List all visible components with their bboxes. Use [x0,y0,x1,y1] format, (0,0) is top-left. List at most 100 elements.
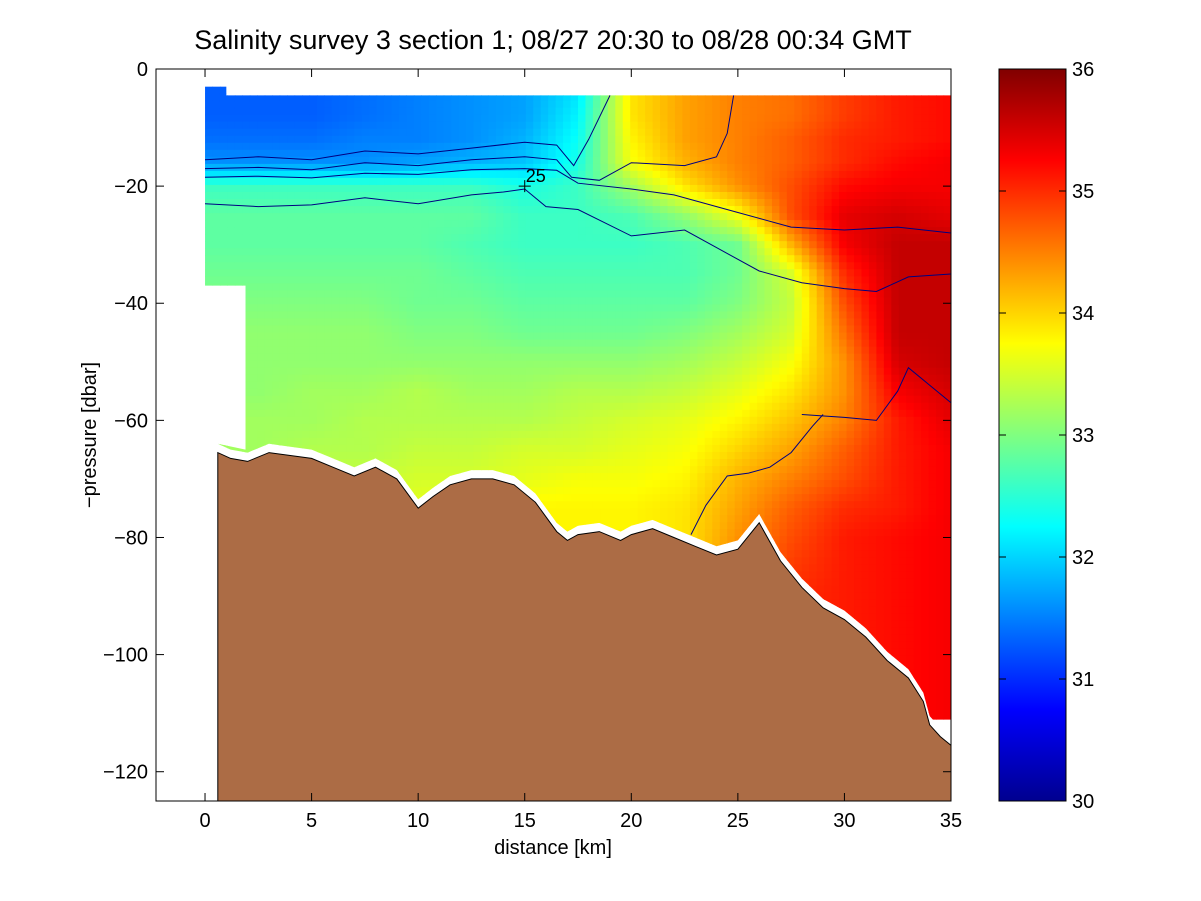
heatmap-cell [525,213,534,221]
heatmap-cell [473,437,482,446]
heatmap-cell [264,395,273,404]
heatmap-cell [421,395,430,404]
heatmap-cell [428,332,437,341]
heatmap-cell [592,409,601,418]
heatmap-cell [309,135,318,144]
heatmap-cell [331,262,340,270]
heatmap-cell [473,269,482,277]
heatmap-cell [406,473,415,481]
heatmap-cell [421,353,430,362]
heatmap-cell [384,304,393,313]
heatmap-cell [563,107,572,116]
heatmap-cell [249,191,258,200]
heatmap-cell [607,269,616,277]
heatmap-cell [458,297,467,306]
heatmap-cell [466,318,475,327]
heatmap-cell [309,360,318,369]
heatmap-cell [518,269,527,277]
heatmap-cell [324,416,333,425]
heatmap-cell [488,142,497,151]
heatmap-cell [615,156,624,165]
heatmap-cell [205,156,214,165]
heatmap-cell [279,311,288,320]
heatmap-cell [316,199,325,207]
heatmap-cell [458,149,467,158]
heatmap-cell [302,128,311,137]
heatmap-cell [249,199,258,207]
heatmap-cell [361,163,370,172]
heatmap-cell [257,100,266,109]
heatmap-cell [510,241,519,249]
heatmap-cell [249,423,258,432]
heatmap-cell [361,283,370,291]
heatmap-cell [555,248,564,256]
heatmap-cell [242,248,251,256]
heatmap-cell [540,255,549,263]
heatmap-cell [518,451,527,460]
heatmap-cell [264,381,273,390]
heatmap-cell [592,142,601,151]
heatmap-cell [518,360,527,369]
heatmap-cell [548,248,557,256]
heatmap-cell [548,466,557,474]
heatmap-cell [518,107,527,116]
heatmap-cell [287,100,296,109]
heatmap-cell [361,297,370,306]
heatmap-cell [421,276,430,284]
heatmap-cell [309,170,318,179]
heatmap-cell [361,374,370,383]
heatmap-cell [466,156,475,165]
heatmap-cell [421,269,430,277]
heatmap-cell [488,388,497,397]
heatmap-cell [324,262,333,270]
heatmap-cell [294,170,303,179]
heatmap-cell [443,381,452,390]
heatmap-cell [428,360,437,369]
heatmap-cell [555,135,564,144]
heatmap-cell [436,466,445,474]
heatmap-cell [563,177,572,186]
heatmap-cell [451,290,460,298]
heatmap-cell [510,346,519,355]
heatmap-cell [264,409,273,418]
heatmap-cell [287,423,296,432]
heatmap-cell [473,318,482,327]
heatmap-cell [391,297,400,306]
heatmap-cell [570,199,579,207]
heatmap-cell [518,184,527,193]
heatmap-cell [309,276,318,284]
heatmap-cell [272,423,281,432]
heatmap-cell [540,227,549,235]
heatmap-cell [421,459,430,467]
heatmap-cell [578,339,587,348]
heatmap-cell [585,128,594,137]
heatmap-cell [555,241,564,249]
heatmap-cell [234,142,243,151]
heatmap-cell [212,248,221,256]
heatmap-cell [205,177,214,186]
heatmap-cell [391,107,400,116]
heatmap-cell [391,276,400,284]
heatmap-cell [481,262,490,270]
heatmap-cell [316,121,325,130]
heatmap-cell [272,100,281,109]
heatmap-cell [592,100,601,109]
heatmap-cell [428,430,437,439]
heatmap-cell [242,220,251,228]
heatmap-cell [451,451,460,460]
heatmap-cell [234,248,243,256]
heatmap-cell [533,276,542,284]
heatmap-cell [540,311,549,320]
heatmap-cell [443,262,452,270]
heatmap-cell [398,290,408,298]
heatmap-cell [533,459,542,467]
heatmap-cell [346,459,355,467]
heatmap-cell [600,437,609,446]
heatmap-cell [555,339,564,348]
heatmap-cell [294,128,303,137]
heatmap-cell [354,374,363,383]
heatmap-cell [555,473,564,481]
heatmap-cell [592,276,601,284]
heatmap-cell [600,339,609,348]
heatmap-cell [264,276,273,284]
